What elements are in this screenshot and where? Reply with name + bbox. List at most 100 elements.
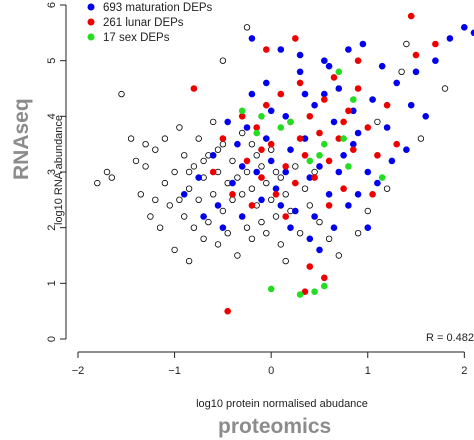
point-lunar-deps: [321, 96, 328, 103]
point-maturation-deps: [214, 202, 222, 209]
y-tick-label: 2: [46, 225, 58, 231]
point-other: [176, 196, 183, 203]
point-other: [335, 252, 342, 259]
point-maturation-deps: [412, 68, 420, 76]
point-maturation-deps: [311, 101, 318, 109]
point-maturation-deps: [407, 101, 415, 109]
point-maturation-deps: [316, 163, 323, 170]
point-maturation-deps: [234, 140, 241, 148]
point-lunar-deps: [258, 174, 265, 181]
point-maturation-deps: [229, 179, 236, 187]
point-sex-deps: [253, 129, 260, 137]
point-other: [185, 185, 193, 192]
point-maturation-deps: [292, 207, 299, 215]
point-maturation-deps: [345, 202, 352, 209]
point-lunar-deps: [330, 74, 338, 81]
point-lunar-deps: [412, 51, 420, 59]
point-maturation-deps: [267, 157, 275, 165]
point-other: [142, 163, 149, 170]
point-other: [180, 213, 188, 220]
legend-label: 693 maturation DEPs: [103, 2, 213, 14]
point-other: [185, 168, 193, 176]
point-lunar-deps: [383, 101, 391, 109]
point-sex-deps: [321, 140, 328, 148]
point-maturation-deps: [287, 224, 294, 231]
point-maturation-deps: [350, 107, 357, 115]
point-lunar-deps: [219, 135, 227, 142]
point-lunar-deps: [354, 57, 362, 64]
point-maturation-deps: [340, 152, 347, 159]
point-other: [224, 229, 231, 237]
point-other: [268, 196, 275, 203]
point-lunar-deps: [248, 202, 256, 209]
point-lunar-deps: [432, 40, 439, 48]
point-other: [171, 246, 178, 254]
point-lunar-deps: [296, 79, 304, 87]
point-other: [147, 213, 154, 220]
y-tick-label: 5: [46, 58, 58, 64]
point-lunar-deps: [374, 152, 381, 159]
point-other: [161, 179, 169, 187]
point-other: [185, 257, 193, 265]
point-maturation-deps: [369, 96, 376, 103]
point-other: [263, 179, 270, 187]
point-other: [296, 229, 304, 237]
point-other: [277, 174, 284, 181]
point-other: [301, 185, 309, 192]
point-lunar-deps: [407, 12, 415, 20]
point-maturation-deps: [335, 168, 343, 176]
point-maturation-deps: [248, 90, 256, 98]
point-lunar-deps: [301, 288, 309, 296]
point-lunar-deps: [292, 179, 299, 187]
point-maturation-deps: [422, 113, 430, 120]
point-maturation-deps: [267, 107, 275, 115]
point-maturation-deps: [383, 124, 391, 131]
point-maturation-deps: [224, 118, 231, 126]
y-tick-label: 3: [46, 169, 58, 175]
point-maturation-deps: [248, 35, 256, 42]
point-other: [152, 196, 159, 203]
point-other: [311, 168, 318, 176]
legend-label: 17 sex DEPs: [103, 32, 170, 44]
point-maturation-deps: [388, 157, 396, 165]
point-other: [205, 218, 212, 226]
point-maturation-deps: [316, 246, 323, 254]
point-other: [258, 218, 265, 226]
x-title-big: proteomics: [218, 415, 331, 438]
x-tick-label: 0: [268, 365, 274, 377]
point-maturation-deps: [282, 113, 290, 120]
point-maturation-deps: [354, 191, 362, 198]
point-maturation-deps: [378, 62, 386, 70]
point-lunar-deps: [277, 90, 285, 98]
point-sex-deps: [306, 157, 314, 165]
point-maturation-deps: [359, 40, 367, 48]
point-sex-deps: [287, 118, 294, 126]
point-other: [374, 118, 381, 126]
point-other: [441, 85, 449, 92]
point-other: [190, 224, 198, 231]
point-maturation-deps: [301, 135, 309, 142]
data-points: [94, 12, 474, 315]
point-other: [200, 157, 207, 165]
x-tick-label: 1: [365, 365, 371, 377]
point-lunar-deps: [301, 152, 309, 159]
point-maturation-deps: [321, 57, 328, 64]
point-maturation-deps: [296, 68, 304, 76]
point-other: [219, 207, 227, 215]
point-other: [325, 235, 333, 242]
point-lunar-deps: [393, 140, 401, 148]
point-lunar-deps: [190, 85, 198, 92]
legend-marker: [87, 33, 95, 41]
point-other: [171, 168, 178, 176]
point-maturation-deps: [272, 185, 280, 192]
legend-marker: [87, 18, 95, 26]
point-sex-deps: [378, 174, 386, 181]
point-maturation-deps: [364, 168, 372, 176]
axes: −2 −1 0 1 2 0 1 2 3 4 5 6: [46, 2, 467, 377]
point-maturation-deps: [393, 79, 401, 87]
point-maturation-deps: [282, 168, 290, 176]
point-other: [118, 90, 125, 98]
point-lunar-deps: [209, 168, 217, 176]
point-maturation-deps: [374, 179, 381, 187]
point-maturation-deps: [219, 224, 227, 231]
